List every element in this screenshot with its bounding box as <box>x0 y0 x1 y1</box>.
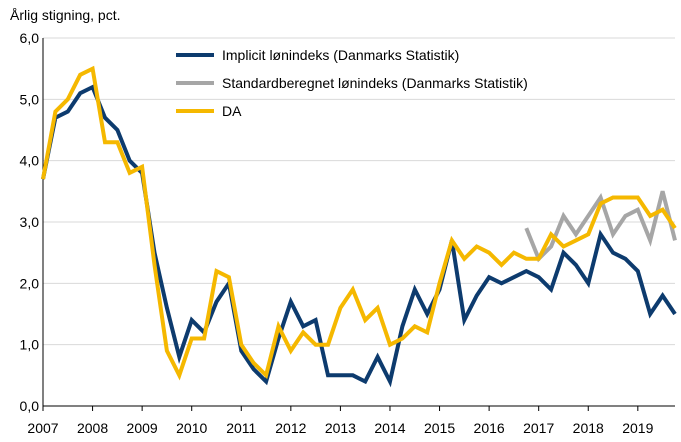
legend-label: Implicit lønindeks (Danmarks Statistik) <box>222 47 459 63</box>
x-tick-label: 2015 <box>424 420 455 436</box>
y-tick-label: 6,0 <box>20 30 40 46</box>
legend-label: Standardberegnet lønindeks (Danmarks Sta… <box>222 75 528 91</box>
y-tick-label: 4,0 <box>20 153 40 169</box>
series-lines <box>41 65 677 388</box>
series-line-implicit-l-nindeks-danmarks-statistik <box>41 84 677 388</box>
x-tick-label: 2017 <box>523 420 554 436</box>
y-tick-label: 3,0 <box>20 214 40 230</box>
legend-label: DA <box>222 103 242 119</box>
x-tick-label: 2013 <box>325 420 356 436</box>
x-tick-label: 2010 <box>176 420 207 436</box>
y-tick-label: 5,0 <box>20 91 40 107</box>
series-line-standardberegnet-l-nindeks-danmarks-statistik <box>524 190 677 263</box>
y-tick-label: 1,0 <box>20 337 40 353</box>
x-tick-label: 2012 <box>275 420 306 436</box>
x-tick-label: 2016 <box>474 420 505 436</box>
axes: 0,0 1,0 2,0 3,0 4,0 5,0 6,0 2007 2008 2009 2010 201… <box>20 30 675 436</box>
y-axis-label: Årlig stigning, pct. <box>10 7 121 23</box>
x-tick-label: 2008 <box>77 420 108 436</box>
x-tick-label: 2007 <box>27 420 58 436</box>
x-tick-label: 2018 <box>573 420 604 436</box>
y-tick-label: 0,0 <box>20 398 40 414</box>
legend: Implicit lønindeks (Danmarks Statistik) S… <box>176 47 528 119</box>
y-tick-label: 2,0 <box>20 275 40 291</box>
x-tick-label: 2009 <box>127 420 158 436</box>
x-tick-label: 2011 <box>226 420 256 436</box>
x-tick-label: 2019 <box>622 420 653 436</box>
series-line-da <box>41 65 677 381</box>
x-tick-label: 2014 <box>374 420 405 436</box>
